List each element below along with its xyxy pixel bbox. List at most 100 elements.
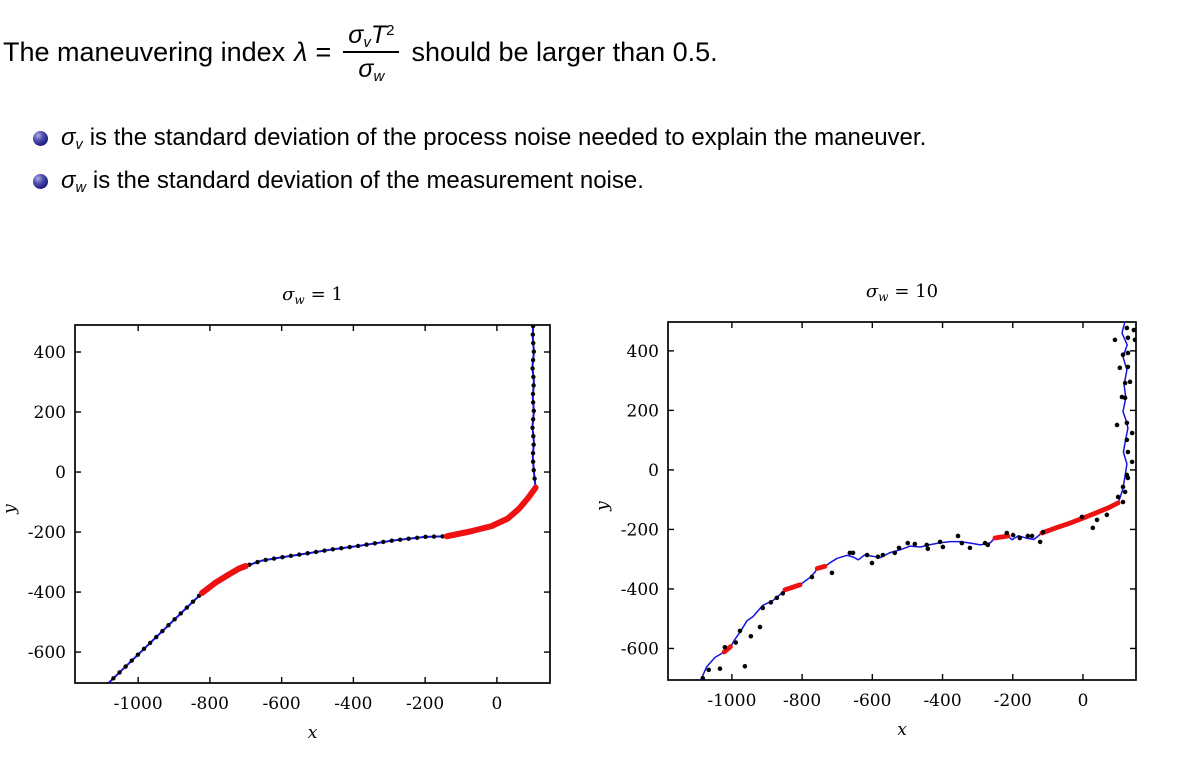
maneuver-segment [782, 582, 803, 593]
plot-data-area [105, 325, 539, 683]
measurement-dot [717, 666, 723, 671]
measurement-dot [937, 539, 943, 545]
plot-title: σw = 1 [282, 284, 343, 307]
sigma-v-symbol: σ [61, 124, 76, 151]
measurement-dot [1120, 484, 1126, 490]
maneuver-segment [992, 533, 1011, 541]
x-tick-label: -1000 [707, 691, 756, 711]
measurement-dot [829, 570, 835, 576]
measurement-dot [1129, 430, 1135, 436]
measurement-dot [1125, 449, 1131, 455]
y-tick-label: 200 [34, 403, 66, 423]
measurement-dot [1029, 533, 1035, 539]
measurement-dot [924, 542, 930, 548]
sigma-w-symbol: σ [358, 55, 374, 83]
y-tick-label: -600 [28, 643, 66, 663]
axis-ticks [75, 325, 550, 683]
y-axis-label: y [593, 501, 613, 512]
maneuver-segment [814, 563, 828, 571]
measurement-dot [1115, 494, 1121, 500]
measurement-dot [722, 644, 728, 650]
T-symbol: T [370, 20, 387, 49]
sigma-w-symbol: σ [61, 167, 76, 194]
measurement-dot [985, 542, 991, 548]
measurement-dot [1010, 532, 1016, 538]
x-tick-label: -400 [923, 691, 961, 711]
measurement-dot [1025, 533, 1031, 539]
measurement-dot [1125, 350, 1131, 356]
maneuver-segments [199, 484, 539, 596]
tick-labels: -1000 -800 -600 -400 -200 0 -600 -400 -200 0 200 40… [28, 343, 503, 714]
measurement-dot [737, 628, 743, 634]
measurement-dot [880, 552, 886, 558]
measurement-dot [748, 633, 754, 639]
maneuver-segment [199, 563, 249, 596]
y-tick-label: 0 [648, 461, 659, 481]
bullet-text: is the standard deviation of the process… [89, 124, 927, 151]
measurement-dot [955, 533, 961, 539]
measurement-dot [1120, 352, 1126, 358]
sigma-v-symbol: σ [348, 20, 364, 49]
trajectory-line [107, 325, 537, 683]
headline-prefix: The maneuvering index [3, 36, 286, 67]
measurement-dot [1112, 337, 1118, 343]
plot-frame [74, 324, 551, 684]
measurement-dot [869, 560, 875, 566]
plot-sigma-w-10: -1000 -800 -600 -400 -200 0 -600 -400 -200 0 200 40… [593, 281, 1137, 740]
y-tick-label: 400 [627, 342, 659, 362]
measurement-dots [700, 325, 1136, 680]
equals-sign: = [315, 36, 332, 67]
x-tick-label: -1000 [114, 694, 163, 714]
x-tick-label: -800 [191, 694, 229, 714]
measurement-dot [1040, 529, 1046, 535]
measurement-dot [940, 544, 946, 550]
measurement-dot [1127, 379, 1133, 385]
measurement-dot [1129, 459, 1135, 465]
measurement-dot [967, 545, 973, 551]
y-tick-label: 400 [34, 343, 66, 363]
tick-labels: -1000 -800 -600 -400 -200 0 -600 -400 -200 0 200 40… [621, 342, 1089, 711]
measurement-dot [700, 675, 706, 680]
fraction-numerator: σvT2 [343, 20, 400, 53]
ball-bullet-icon [33, 173, 48, 189]
measurement-dot [1090, 525, 1096, 531]
measurement-dot [1124, 420, 1130, 426]
trajectory-line [700, 322, 1129, 680]
measurement-dot [875, 554, 881, 560]
y-axis-label: y [0, 504, 20, 515]
plot-sigma-w-1: -1000 -800 -600 -400 -200 0 -600 -400 -200 0 200 40… [0, 284, 551, 743]
lambda-symbol: λ [294, 36, 308, 67]
bullet-item-sigma-v: σv is the standard deviation of the proce… [33, 124, 926, 152]
measurement-dot [847, 550, 853, 556]
y-tick-label: -200 [621, 520, 659, 540]
measurement-dot [1094, 517, 1100, 523]
measurement-dot [959, 540, 965, 546]
x-tick-label: -200 [406, 694, 444, 714]
trajectory-markers [105, 325, 538, 683]
x-axis-label: x [308, 723, 318, 743]
measurement-dot [1131, 327, 1136, 333]
y-tick-label: -200 [28, 523, 66, 543]
measurement-dot [912, 541, 918, 547]
measurement-dot [1124, 472, 1130, 478]
bullet-text: is the standard deviation of the measure… [92, 167, 644, 194]
y-tick-label: 0 [55, 463, 66, 483]
headline: The maneuvering index λ = σvT2 σw should… [3, 6, 718, 98]
measurement-dot [1122, 395, 1128, 401]
measurement-dot [1124, 325, 1130, 331]
measurement-dot [1114, 422, 1120, 428]
x-axis-label: x [897, 720, 907, 740]
maneuver-segment [721, 644, 733, 655]
x-tick-label: -200 [994, 691, 1032, 711]
measurement-dot [742, 664, 748, 669]
measurement-dot [864, 552, 870, 558]
y-tick-label: -600 [621, 639, 659, 659]
x-tick-label: 0 [1078, 691, 1089, 711]
x-tick-label: -600 [853, 691, 891, 711]
measurement-dot [706, 667, 712, 673]
y-tick-label: 200 [627, 401, 659, 421]
measurement-dot [905, 540, 911, 546]
ball-bullet-icon [33, 130, 48, 146]
x-tick-label: -600 [263, 694, 301, 714]
